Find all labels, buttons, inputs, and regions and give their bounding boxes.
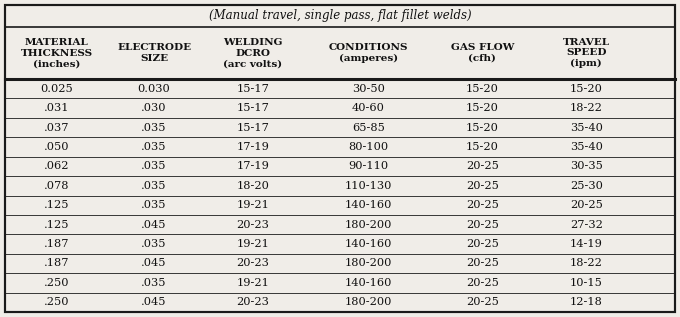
Text: (Manual travel, single pass, flat fillet welds): (Manual travel, single pass, flat fillet… [209, 10, 471, 23]
Text: 20-25: 20-25 [570, 200, 602, 210]
Text: .035: .035 [141, 181, 167, 191]
Text: 18-22: 18-22 [570, 258, 602, 268]
Text: 80-100: 80-100 [348, 142, 388, 152]
Text: 19-21: 19-21 [237, 278, 269, 288]
Text: 20-23: 20-23 [237, 297, 269, 307]
Text: .035: .035 [141, 161, 167, 171]
Text: 140-160: 140-160 [345, 200, 392, 210]
Text: 140-160: 140-160 [345, 278, 392, 288]
Text: 10-15: 10-15 [570, 278, 602, 288]
Text: 180-200: 180-200 [345, 297, 392, 307]
Text: 19-21: 19-21 [237, 239, 269, 249]
Text: 20-25: 20-25 [466, 297, 499, 307]
Text: 15-17: 15-17 [237, 84, 269, 94]
Text: 30-50: 30-50 [352, 84, 385, 94]
Text: .062: .062 [44, 161, 69, 171]
Text: 20-25: 20-25 [466, 220, 499, 230]
Text: WELDING
DCRO
(arc volts): WELDING DCRO (arc volts) [223, 38, 283, 68]
Text: GAS FLOW
(cfh): GAS FLOW (cfh) [451, 43, 514, 63]
Text: 20-25: 20-25 [466, 239, 499, 249]
Text: 12-18: 12-18 [570, 297, 602, 307]
Text: 25-30: 25-30 [570, 181, 602, 191]
Text: .035: .035 [141, 142, 167, 152]
Text: 20-25: 20-25 [466, 200, 499, 210]
Text: CONDITIONS
(amperes): CONDITIONS (amperes) [328, 43, 408, 63]
Text: 15-20: 15-20 [466, 84, 499, 94]
Text: .125: .125 [44, 200, 69, 210]
Text: 15-20: 15-20 [466, 103, 499, 113]
Text: 35-40: 35-40 [570, 142, 602, 152]
Text: ELECTRODE
SIZE: ELECTRODE SIZE [117, 43, 191, 63]
Text: 90-110: 90-110 [348, 161, 388, 171]
Text: .031: .031 [44, 103, 69, 113]
Text: 35-40: 35-40 [570, 123, 602, 133]
Text: 19-21: 19-21 [237, 200, 269, 210]
Text: .030: .030 [141, 103, 167, 113]
Text: 0.030: 0.030 [137, 84, 171, 94]
Text: MATERIAL
THICKNESS
(inches): MATERIAL THICKNESS (inches) [21, 38, 93, 68]
Text: 180-200: 180-200 [345, 220, 392, 230]
Text: .050: .050 [44, 142, 69, 152]
Text: 20-23: 20-23 [237, 258, 269, 268]
Text: 15-20: 15-20 [466, 123, 499, 133]
Text: 20-25: 20-25 [466, 278, 499, 288]
Text: 15-17: 15-17 [237, 103, 269, 113]
Text: 17-19: 17-19 [237, 142, 269, 152]
Text: .035: .035 [141, 278, 167, 288]
Text: 65-85: 65-85 [352, 123, 385, 133]
Text: 110-130: 110-130 [345, 181, 392, 191]
Text: 18-22: 18-22 [570, 103, 602, 113]
Text: 27-32: 27-32 [570, 220, 602, 230]
Text: 20-23: 20-23 [237, 220, 269, 230]
Text: .187: .187 [44, 258, 69, 268]
Text: .045: .045 [141, 297, 167, 307]
Text: .250: .250 [44, 278, 69, 288]
Text: .035: .035 [141, 200, 167, 210]
Text: 30-35: 30-35 [570, 161, 602, 171]
Text: .045: .045 [141, 258, 167, 268]
Text: 15-20: 15-20 [570, 84, 602, 94]
Text: .035: .035 [141, 239, 167, 249]
Text: .250: .250 [44, 297, 69, 307]
Text: 14-19: 14-19 [570, 239, 602, 249]
Text: 17-19: 17-19 [237, 161, 269, 171]
Text: .187: .187 [44, 239, 69, 249]
Text: 140-160: 140-160 [345, 239, 392, 249]
Text: 180-200: 180-200 [345, 258, 392, 268]
Text: .035: .035 [141, 123, 167, 133]
Text: 20-25: 20-25 [466, 258, 499, 268]
Text: .078: .078 [44, 181, 69, 191]
Text: .045: .045 [141, 220, 167, 230]
Text: 18-20: 18-20 [237, 181, 269, 191]
Text: .037: .037 [44, 123, 69, 133]
Text: 20-25: 20-25 [466, 181, 499, 191]
Text: TRAVEL
SPEED
(ipm): TRAVEL SPEED (ipm) [562, 38, 610, 68]
Text: 40-60: 40-60 [352, 103, 385, 113]
Text: 20-25: 20-25 [466, 161, 499, 171]
Text: 15-17: 15-17 [237, 123, 269, 133]
Text: .125: .125 [44, 220, 69, 230]
Text: 15-20: 15-20 [466, 142, 499, 152]
Text: 0.025: 0.025 [41, 84, 73, 94]
